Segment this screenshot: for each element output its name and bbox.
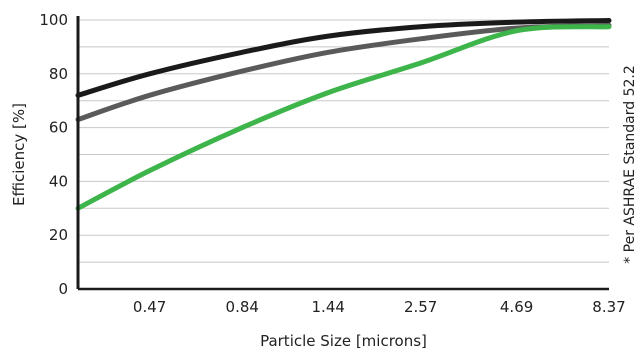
- standard-note: * Per ASHRAE Standard 52.2: [622, 65, 638, 264]
- y-tick-label: 0: [58, 280, 68, 298]
- y-tick-label: 60: [49, 119, 68, 137]
- x-axis-title: Particle Size [microns]: [260, 332, 427, 350]
- x-tick-label: 4.69: [500, 298, 533, 316]
- grid-lines: [78, 19, 609, 263]
- y-tick-labels: 0 20 40 60 80 100: [39, 11, 68, 298]
- y-axis-title: Efficiency [%]: [10, 103, 28, 206]
- y-tick-label: 80: [49, 65, 68, 83]
- x-tick-label: 8.37: [592, 298, 625, 316]
- x-tick-labels: 0.47 0.84 1.44 2.57 4.69 8.37: [133, 298, 626, 316]
- y-tick-label: 100: [39, 11, 68, 29]
- x-tick-label: 0.84: [226, 298, 259, 316]
- series-lines: [75, 18, 612, 211]
- y-tick-label: 40: [49, 172, 68, 190]
- series-line-1: [75, 18, 612, 98]
- x-tick-label: 0.47: [133, 298, 166, 316]
- y-tick-label: 20: [49, 226, 68, 244]
- x-tick-label: 2.57: [404, 298, 437, 316]
- series-line-2: [75, 22, 612, 123]
- x-tick-label: 1.44: [312, 298, 345, 316]
- series-line-3: [75, 24, 612, 211]
